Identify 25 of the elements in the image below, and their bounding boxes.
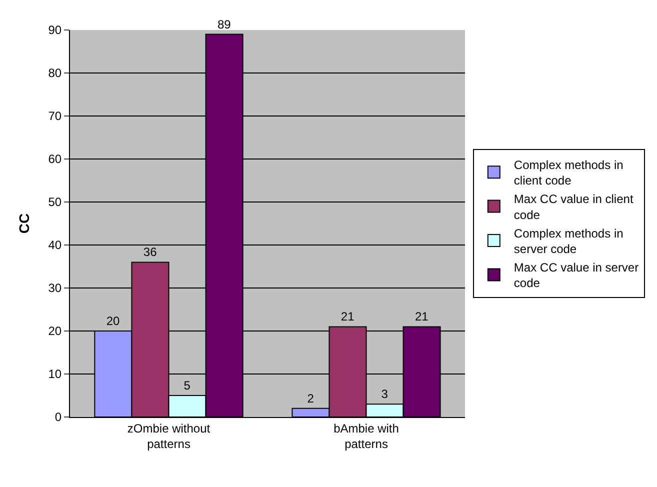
data-label: 5 — [184, 378, 191, 392]
data-label: 2 — [307, 391, 314, 406]
data-label: 36 — [143, 245, 158, 260]
y-tick-label: 40 — [48, 238, 62, 252]
y-tick-label: 30 — [48, 281, 62, 296]
legend-label: Complex methods in server code — [514, 226, 624, 256]
y-tick-label: 70 — [48, 109, 62, 124]
data-label: 3 — [381, 387, 388, 402]
x-tick-label: bAmbie with patterns — [334, 421, 399, 451]
legend-label: Complex methods in client code — [514, 158, 624, 188]
data-label: 20 — [106, 314, 120, 328]
y-tick-label: 90 — [48, 23, 62, 38]
y-tick-label: 80 — [48, 66, 62, 80]
y-tick-label: 60 — [48, 152, 62, 166]
data-label: 89 — [217, 17, 232, 32]
y-axis-title: CC — [16, 213, 32, 234]
y-tick-label: 50 — [48, 195, 62, 210]
legend-label: Max CC value in client code — [514, 192, 634, 222]
x-tick-label: zOmbie without patterns — [127, 421, 211, 451]
y-tick-label: 20 — [48, 324, 62, 338]
y-tick-label: 0 — [54, 410, 62, 424]
data-label: 21 — [340, 310, 355, 324]
data-label: 21 — [414, 310, 429, 324]
y-tick-label: 10 — [48, 367, 62, 382]
legend-label: Max CC value in server code — [514, 260, 639, 290]
